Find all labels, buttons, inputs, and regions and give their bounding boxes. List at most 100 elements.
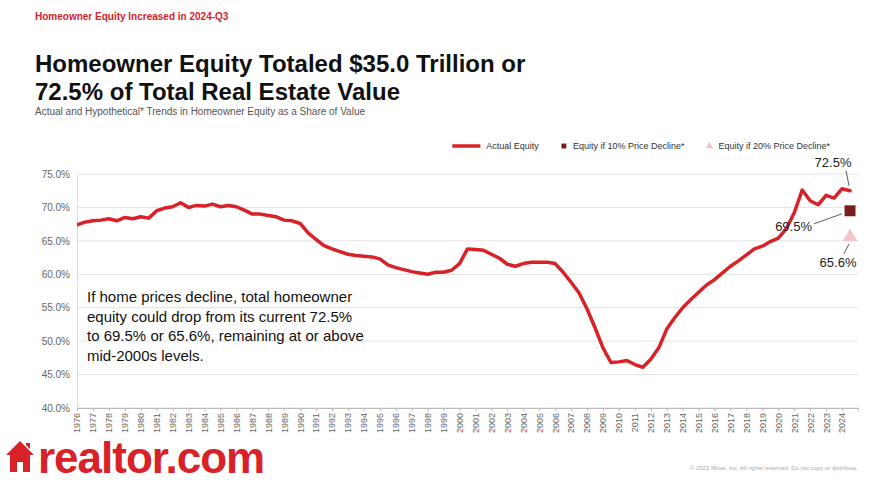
x-tick: 2016 [710, 408, 720, 433]
y-tick-label: 60.0% [42, 269, 70, 280]
x-tick: 1988 [264, 408, 274, 433]
x-tick-mark [778, 408, 779, 411]
x-tick-label: 1990 [296, 413, 306, 433]
x-tick-label: 1978 [104, 413, 114, 433]
x-tick-mark [332, 408, 333, 411]
x-tick: 2001 [471, 408, 481, 433]
y-tick: 75.0% [42, 169, 77, 180]
x-axis: 1976197719781979198019811982198319841985… [72, 408, 858, 433]
x-tick-label: 1977 [88, 413, 98, 433]
x-tick: 1987 [248, 408, 258, 433]
x-tick: 1989 [280, 408, 290, 433]
annotation-leader [814, 214, 842, 224]
x-tick: 1976 [72, 408, 82, 433]
x-tick-label: 2005 [535, 413, 545, 433]
x-tick-label: 2004 [519, 413, 529, 433]
x-tick-mark [667, 408, 668, 411]
plot-area [77, 189, 857, 368]
x-tick-mark [300, 408, 301, 411]
y-tick-label: 45.0% [42, 369, 70, 380]
x-tick-mark [810, 408, 811, 411]
note-line: mid-2000s levels. [87, 347, 204, 364]
x-tick-label: 1996 [391, 413, 401, 433]
kicker: Homeowner Equity Increased in 2024-Q3 [35, 11, 229, 22]
x-tick-label: 1986 [232, 413, 242, 433]
x-tick-mark [571, 408, 572, 411]
grid [77, 174, 858, 408]
x-tick: 2000 [455, 408, 465, 433]
x-tick: 1983 [184, 408, 194, 433]
x-tick-mark [412, 408, 413, 411]
y-tick: 70.0% [42, 202, 77, 213]
y-tick: 65.0% [42, 236, 77, 247]
x-tick-mark [109, 408, 110, 411]
x-tick-mark [252, 408, 253, 411]
x-tick: 2006 [551, 408, 561, 433]
x-tick-label: 1995 [375, 413, 385, 433]
x-tick: 1986 [232, 408, 242, 433]
x-tick-label: 2022 [806, 413, 816, 433]
x-tick-label: 2023 [822, 413, 832, 433]
x-tick: 1995 [375, 408, 385, 433]
legend-symbol [706, 142, 713, 148]
copyright: © 2022 Move, Inc. All rights reserved. D… [690, 465, 859, 471]
x-tick-mark [587, 408, 588, 411]
x-tick-label: 1983 [184, 413, 194, 433]
x-tick: 1977 [88, 408, 98, 433]
x-tick-mark [268, 408, 269, 411]
x-tick-label: 2014 [678, 413, 688, 433]
logo-house [6, 441, 34, 472]
y-tick: 40.0% [42, 403, 77, 414]
x-tick-mark [842, 408, 843, 411]
x-tick-mark [125, 408, 126, 411]
annotations: 72.5%69.5%65.6% [775, 155, 857, 270]
x-tick-mark [826, 408, 827, 411]
x-tick: 1993 [343, 408, 353, 433]
x-tick: 2007 [566, 408, 576, 433]
x-tick-label: 2020 [774, 413, 784, 433]
x-tick: 1978 [104, 408, 114, 433]
x-tick-label: 2007 [566, 413, 576, 433]
legend-item: Actual Equity [452, 141, 539, 151]
x-tick-label: 2011 [630, 413, 640, 432]
legend-label: Equity if 20% Price Decline* [718, 141, 830, 151]
x-tick: 2017 [726, 408, 736, 433]
y-tick-label: 55.0% [42, 302, 70, 313]
x-tick: 2024 [837, 408, 847, 433]
x-tick: 2021 [790, 408, 800, 433]
legend-item: Equity if 10% Price Decline* [561, 141, 684, 151]
x-tick-label: 1988 [264, 413, 274, 433]
x-tick-label: 1982 [168, 413, 178, 433]
x-tick-mark [555, 408, 556, 411]
x-tick-mark [794, 408, 795, 411]
y-tick: 45.0% [42, 369, 77, 380]
x-tick-label: 1998 [423, 413, 433, 433]
x-tick-label: 2021 [790, 413, 800, 433]
x-tick-mark [715, 408, 716, 411]
x-tick-mark [220, 408, 221, 411]
x-tick-mark [93, 408, 94, 411]
x-tick: 1985 [216, 408, 226, 433]
annotation: 72.5% [815, 155, 852, 170]
x-tick: 1979 [120, 408, 130, 433]
x-tick-mark [173, 408, 174, 411]
x-tick-mark [460, 408, 461, 411]
x-tick-label: 2018 [742, 413, 752, 433]
x-tick-label: 2010 [614, 413, 624, 433]
x-tick-label: 2006 [551, 413, 561, 433]
x-tick-label: 1989 [280, 413, 290, 433]
series-point [845, 205, 856, 216]
x-tick-label: 2015 [694, 413, 704, 433]
series-point [843, 229, 857, 241]
x-tick: 1990 [296, 408, 306, 433]
x-tick: 2002 [487, 408, 497, 433]
legend-item: Equity if 20% Price Decline* [706, 141, 831, 151]
x-tick: 2023 [822, 408, 832, 433]
x-tick: 2005 [535, 408, 545, 433]
x-tick-mark [523, 408, 524, 411]
grid-line [77, 374, 858, 375]
x-tick: 2009 [598, 408, 608, 433]
annotation: 65.6% [820, 255, 857, 270]
x-tick: 2013 [662, 408, 672, 433]
x-tick-mark [428, 408, 429, 411]
